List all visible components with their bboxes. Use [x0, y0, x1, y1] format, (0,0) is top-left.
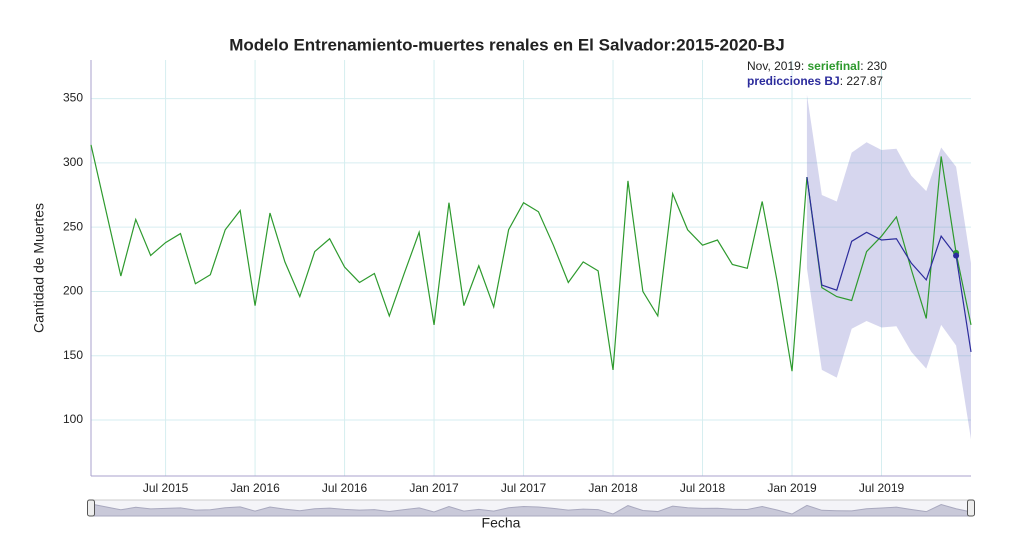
x-tick-label: Jul 2018 [680, 481, 726, 495]
legend-sep: : [801, 59, 808, 73]
y-axis-label: Cantidad de Muertes [31, 203, 47, 333]
x-tick-label: Jul 2015 [143, 481, 189, 495]
series-line [90, 144, 972, 372]
y-tick-label: 350 [63, 91, 83, 105]
confidence-band [806, 94, 971, 440]
x-tick-label: Jan 2016 [230, 481, 280, 495]
legend-value: 227.87 [846, 74, 883, 88]
y-tick-label: 250 [63, 219, 83, 233]
legend-row: predicciones BJ: 227.87 [747, 74, 883, 88]
legend-value: 230 [867, 59, 887, 73]
x-axis-label: Fecha [482, 515, 521, 531]
x-tick-label: Jan 2018 [588, 481, 638, 495]
x-tick-label: Jul 2016 [322, 481, 368, 495]
y-tick-label: 100 [63, 412, 83, 426]
legend-sep: : [860, 59, 867, 73]
chart-title: Modelo Entrenamiento-muertes renales en … [229, 35, 785, 54]
legend-name: seriefinal [807, 59, 860, 73]
range-handle[interactable] [87, 499, 95, 517]
y-tick-label: 200 [63, 284, 83, 298]
legend-row: Nov, 2019: seriefinal: 230 [747, 59, 887, 73]
series-line [806, 176, 972, 352]
y-tick-label: 300 [63, 155, 83, 169]
legend-name: predicciones BJ [747, 74, 840, 88]
range-mini-area [90, 503, 972, 517]
x-tick-label: Jan 2019 [767, 481, 817, 495]
highlight-point [953, 252, 960, 259]
legend-sep: : [840, 74, 847, 88]
range-handle[interactable] [967, 499, 975, 517]
x-tick-label: Jul 2017 [501, 481, 547, 495]
x-tick-label: Jan 2017 [409, 481, 459, 495]
x-tick-label: Jul 2019 [859, 481, 905, 495]
legend-date: Nov, 2019 [747, 59, 801, 73]
y-tick-label: 150 [63, 348, 83, 362]
